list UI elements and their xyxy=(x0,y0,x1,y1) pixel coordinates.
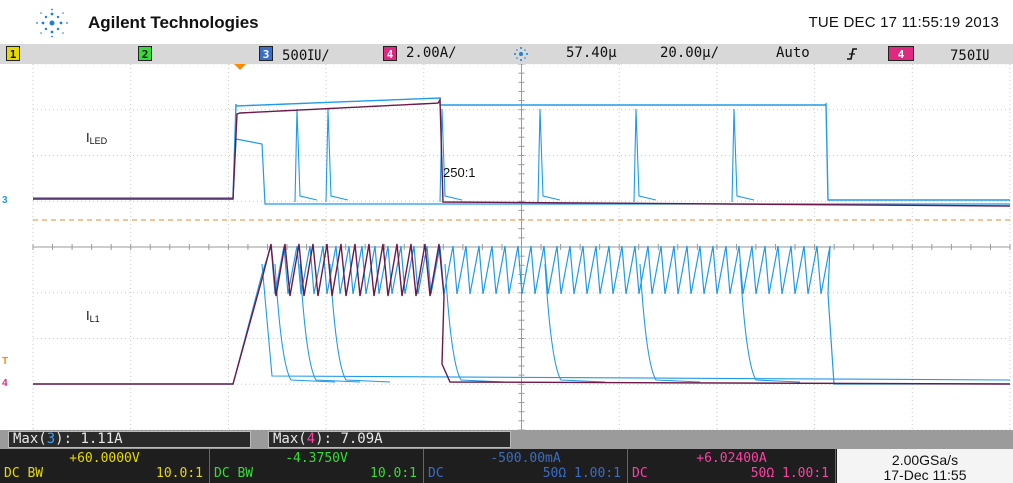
channel-3-spike xyxy=(537,108,561,203)
acquisition-date: 17-Dec 11:55 xyxy=(883,467,967,483)
channel-2-probe: 10.0:1 xyxy=(370,466,417,481)
channel-2-key[interactable]: 2 xyxy=(138,46,152,61)
channel-3-spike xyxy=(633,108,657,203)
il1-label: IL1 xyxy=(86,308,100,324)
channel-4-trace-overlay xyxy=(33,243,1011,385)
trigger-level-marker[interactable]: T xyxy=(2,356,9,367)
il1-label-main: I xyxy=(86,308,90,323)
iled-label-sub: LED xyxy=(89,136,108,146)
channel-3-coupling: DC xyxy=(428,466,444,481)
trigger-level[interactable]: 750㍺ xyxy=(950,48,990,64)
channel-4-trace-a xyxy=(33,245,1010,385)
channel-4-key[interactable]: 4 xyxy=(383,46,397,61)
probe-ratio-label: 250:1 xyxy=(443,165,476,180)
waveform-display[interactable]: ILED IL1 250:1 3 T 4 xyxy=(0,64,1013,430)
brand-name: Agilent Technologies xyxy=(88,13,259,32)
measurement-bar: Max(3): 1.11A Max(4): 7.09A xyxy=(0,430,1013,449)
timebase-value[interactable]: 20.00µ/ xyxy=(660,45,720,61)
channel-1-key[interactable]: 1 xyxy=(6,46,20,61)
channel-1-offset: +60.0000V xyxy=(69,451,140,466)
status-bar: 1 2 3 500㍺/ 4 2.00A/ 57.40µ 20.00µ/ Auto… xyxy=(0,44,1013,64)
channel-4-decay xyxy=(544,263,606,383)
trigger-position-icon xyxy=(514,47,528,61)
measurement-max-ch3[interactable]: Max(3): 1.11A xyxy=(8,431,251,448)
channel-3-spike xyxy=(325,108,349,203)
channel-4-offset: +6.02400A xyxy=(696,451,767,466)
acquisition-info[interactable]: 2.00GSa/s 17-Dec 11:55 xyxy=(837,449,1013,483)
channel-3-spike xyxy=(439,108,463,203)
channel-4-probe: 50Ω 1.00:1 xyxy=(750,466,829,481)
channel-1-info[interactable]: +60.0000V DC BW 10.0:1 xyxy=(0,449,210,483)
channel-3-ground-marker[interactable]: 3 xyxy=(2,195,8,206)
sample-rate: 2.00GSa/s xyxy=(891,452,959,468)
channel-2-offset: -4.3750V xyxy=(285,451,348,466)
rising-edge-icon xyxy=(847,48,857,60)
scope-header: Agilent Technologies TUE DEC 17 11:55:19… xyxy=(0,0,1013,44)
waveform-canvas xyxy=(32,64,1011,430)
channel-4-decay xyxy=(639,263,701,383)
channel-2-coupling: DC BW xyxy=(214,466,254,481)
channel-4-trace-b xyxy=(261,263,1011,381)
iled-label: ILED xyxy=(86,130,107,146)
channel-3-probe: 50Ω 1.00:1 xyxy=(542,466,621,481)
channel-4-coupling: DC xyxy=(632,466,648,481)
scope-datetime: TUE DEC 17 11:55:19 2013 xyxy=(808,14,999,31)
channel-4-ground-marker[interactable]: 4 xyxy=(2,378,8,389)
channel-3-info[interactable]: -500.00mA DC 50Ω 1.00:1 xyxy=(424,449,628,483)
channel-3-spike xyxy=(294,108,318,203)
channel-3-spike xyxy=(731,108,755,203)
channel-2-info[interactable]: -4.3750V DC BW 10.0:1 xyxy=(210,449,424,483)
channel-3-key[interactable]: 3 xyxy=(259,46,273,61)
channel-3-trace-b xyxy=(232,138,1010,205)
channel-4-decay xyxy=(739,263,801,383)
channel-4-decay xyxy=(299,263,361,383)
channel-4-decay xyxy=(274,263,336,383)
channel-4-info[interactable]: +6.02400A DC 50Ω 1.00:1 xyxy=(628,449,836,483)
trigger-position-marker xyxy=(234,64,246,70)
channel-3-offset: -500.00mA xyxy=(490,451,561,466)
agilent-spark-icon xyxy=(36,8,68,38)
measurement-max-ch4[interactable]: Max(4): 7.09A xyxy=(268,431,511,448)
trigger-mode[interactable]: Auto xyxy=(776,45,810,61)
iled-label-main: I xyxy=(86,130,90,145)
channel-4-decay xyxy=(444,263,506,383)
channel-3-trace-a xyxy=(33,97,1010,201)
channel-1-coupling: DC BW xyxy=(4,466,44,481)
channel-4-scale[interactable]: 2.00A/ xyxy=(406,45,457,61)
delay-value[interactable]: 57.40µ xyxy=(566,45,617,61)
il1-label-sub: L1 xyxy=(89,314,100,324)
channel-1-probe: 10.0:1 xyxy=(156,466,203,481)
trigger-source[interactable]: 4 xyxy=(888,46,914,61)
channel-3-trace-overlay xyxy=(33,97,1011,207)
channel-3-scale[interactable]: 500㍺/ xyxy=(282,48,330,64)
